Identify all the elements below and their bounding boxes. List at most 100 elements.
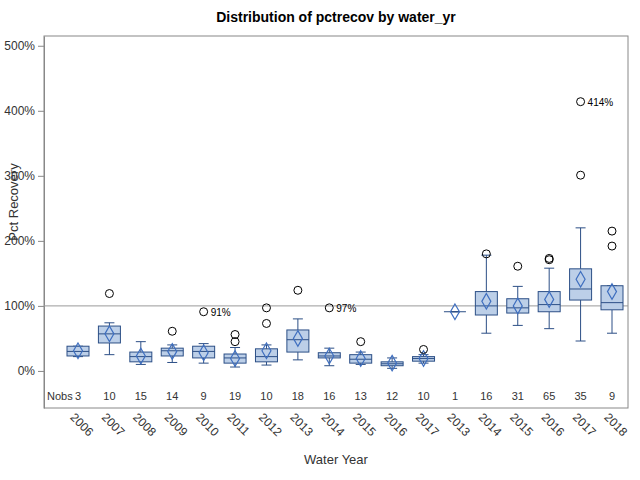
whisker-cap-lower (607, 333, 617, 334)
nobs-value: 9 (609, 390, 615, 402)
x-tick: 2011 (224, 408, 252, 439)
mean-marker (356, 351, 365, 367)
y-tick-label: 0% (18, 364, 36, 378)
y-tick: 400% (4, 104, 44, 118)
mean-marker (105, 326, 114, 342)
x-tick-label: 2009 (162, 410, 191, 439)
x-tick: 2008 (130, 408, 159, 439)
mean-marker (513, 298, 522, 314)
whisker-lower (297, 352, 298, 360)
y-tick: 100% (4, 299, 44, 313)
x-tick: 2016 (539, 408, 568, 439)
x-tick-label: 2015 (507, 410, 536, 439)
box-group (255, 304, 277, 365)
box-group (98, 290, 120, 355)
x-axis: 2006200720082009201020112012201320142015… (67, 408, 630, 439)
nobs-label: Nobs (47, 390, 73, 402)
nobs-value: 1 (452, 390, 458, 402)
y-axis: 0%100%200%300%400%500% (4, 37, 44, 409)
y-tick-label: 400% (4, 104, 35, 118)
y-tick-label: 100% (4, 299, 35, 313)
nobs-value: 9 (201, 390, 207, 402)
x-tick-label: 2015 (350, 410, 379, 439)
nobs-value: 10 (417, 390, 429, 402)
nobs-value: 19 (229, 390, 241, 402)
outlier (357, 338, 365, 346)
box (255, 349, 277, 362)
mean-marker (293, 331, 302, 347)
whisker-cap-upper (387, 357, 397, 358)
whisker-cap-upper (513, 286, 523, 287)
box (475, 292, 497, 315)
median-line (381, 363, 403, 364)
whisker-lower (486, 315, 487, 333)
box-group (287, 286, 309, 360)
annotation: 414% (588, 97, 614, 108)
outlier (200, 308, 208, 316)
mean-marker (231, 351, 240, 367)
plot-marks (44, 98, 628, 371)
mean-marker (325, 348, 334, 364)
outlier (608, 227, 616, 235)
median-line (570, 288, 592, 289)
nobs-value: 65 (543, 390, 555, 402)
median-line (318, 355, 340, 356)
nobs-value: 18 (292, 390, 304, 402)
outlier (420, 345, 428, 353)
whisker-cap-lower (104, 354, 114, 355)
y-tick: 500% (4, 39, 44, 53)
whisker-lower (549, 312, 550, 329)
box-group (350, 338, 372, 367)
box (538, 292, 560, 312)
whisker-upper (392, 358, 393, 362)
median-line (507, 307, 529, 308)
whisker-cap-lower (419, 363, 429, 364)
whisker-cap-lower (356, 364, 366, 365)
outlier (105, 290, 113, 298)
mean-marker (482, 294, 491, 310)
mean-marker (74, 343, 83, 359)
y-tick-mark (38, 111, 44, 112)
mean-marker (608, 284, 617, 300)
y-tick: 0% (18, 364, 44, 378)
outlier (608, 242, 616, 250)
whisker-upper (549, 268, 550, 291)
y-axis-line (44, 37, 45, 409)
whisker-upper (486, 255, 487, 291)
x-tick-label: 2014 (476, 410, 505, 439)
mean-marker (576, 271, 585, 287)
whisker-cap-lower (199, 363, 209, 364)
outlier (545, 254, 553, 262)
median-line (350, 359, 372, 360)
whisker-cap-lower (576, 341, 586, 342)
x-tick-label: 2012 (256, 410, 285, 439)
whisker-lower (109, 343, 110, 355)
x-tick: 2015 (350, 408, 379, 439)
median-line (98, 333, 120, 334)
box (193, 346, 215, 358)
box-group (475, 250, 497, 333)
median-line (601, 302, 623, 303)
x-tick-label: 2013 (444, 410, 473, 439)
mean-marker (545, 292, 554, 308)
outlier (325, 304, 333, 312)
chart: Distribution of pctrecov by water_yr0%10… (0, 0, 640, 480)
x-tick: 2018 (601, 408, 630, 439)
outlier (294, 286, 302, 294)
mean-marker (450, 304, 459, 320)
whisker-lower (612, 310, 613, 333)
outlier (231, 331, 239, 339)
whisker-upper (266, 345, 267, 349)
whisker-cap-upper (136, 341, 146, 342)
box (161, 348, 183, 356)
median-line (67, 351, 89, 352)
nobs-value: 16 (323, 390, 335, 402)
outlier (577, 171, 585, 179)
nobs-value: 12 (386, 390, 398, 402)
box (507, 299, 529, 313)
x-tick-label: 2008 (130, 410, 159, 439)
nobs-value: 31 (512, 390, 524, 402)
outlier (168, 327, 176, 335)
mean-marker (136, 348, 145, 364)
whisker-cap-lower (544, 328, 554, 329)
